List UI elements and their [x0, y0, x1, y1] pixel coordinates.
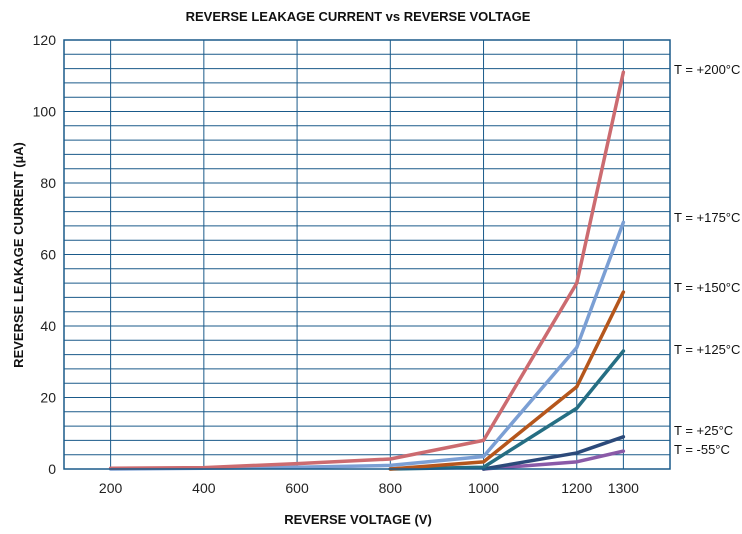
x-tick-label: 200: [99, 480, 123, 496]
x-tick-label: 400: [192, 480, 216, 496]
series-line: [388, 349, 626, 471]
tick-labels: 200 400 600 800 1000 1200 1300 0 20 40 60 80 100 120: [33, 32, 640, 496]
y-tick-label: 80: [40, 175, 56, 191]
series-line: [388, 290, 626, 471]
x-axis-label: REVERSE VOLTAGE (V): [284, 512, 432, 527]
x-tick-label: 800: [379, 480, 403, 496]
series-label: T = +150°C: [674, 280, 740, 295]
series-label: T = +25°C: [674, 423, 733, 438]
x-tick-label: 1000: [468, 480, 499, 496]
series-lines: [108, 70, 626, 471]
y-axis-label: REVERSE LEAKAGE CURRENT (µA): [11, 142, 26, 368]
x-tick-label: 1200: [561, 480, 592, 496]
chart-title: REVERSE LEAKAGE CURRENT vs REVERSE VOLTA…: [186, 9, 531, 24]
y-tick-label: 60: [40, 247, 56, 263]
series-line: [108, 220, 626, 471]
x-tick-label: 600: [285, 480, 309, 496]
y-tick-label: 0: [48, 461, 56, 477]
series-label: T = +125°C: [674, 342, 740, 357]
series-line: [481, 435, 626, 471]
plot-frame: [63, 39, 671, 470]
y-tick-label: 100: [33, 104, 57, 120]
series-label: T = -55°C: [674, 442, 730, 457]
y-tick-label: 120: [33, 32, 57, 48]
series-labels: T = -55°C T = +25°C T = +125°C T = +150°C T …: [674, 62, 740, 457]
grid: [64, 40, 670, 469]
series-label: T = +200°C: [674, 62, 740, 77]
y-tick-label: 20: [40, 390, 56, 406]
y-tick-label: 40: [40, 318, 56, 334]
series-label: T = +175°C: [674, 210, 740, 225]
series-line: [108, 70, 626, 471]
x-tick-label: 1300: [608, 480, 639, 496]
series-line: [481, 449, 626, 471]
